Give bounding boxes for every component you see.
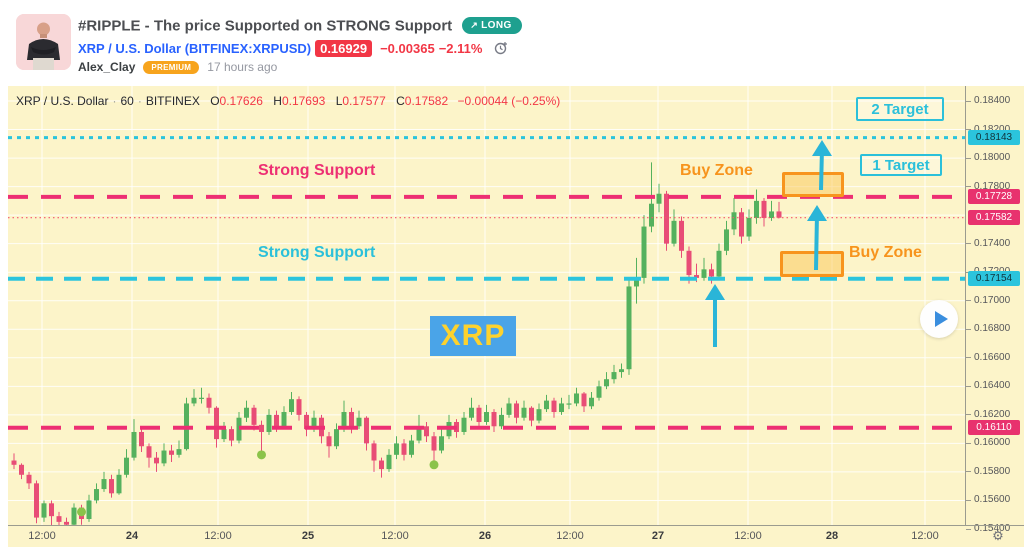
price-axis-badge: 0.16110 — [968, 420, 1020, 436]
time-tick-label: 12:00 — [28, 530, 56, 542]
chart-plot[interactable]: XRP / U.S. Dollar · 60 · BITFINEX O0.17626 H… — [8, 86, 965, 525]
price-tick-label: 0.16000 — [965, 437, 1011, 449]
long-direction-badge[interactable]: ↗ LONG — [462, 17, 522, 35]
up-arrow-buyzone-lower — [807, 205, 827, 271]
buy-zone-rect-lower — [780, 251, 844, 277]
price-tick-label: 0.18400 — [965, 95, 1011, 106]
avatar-image — [16, 14, 71, 70]
price-axis-badge: 0.18143 — [968, 130, 1020, 146]
trend-up-arrow-icon: ↗ — [470, 20, 479, 31]
price-tick-label: 0.17000 — [965, 294, 1011, 306]
buy-zone-upper-label: Buy Zone — [680, 162, 753, 179]
legend-interval: 60 — [120, 94, 134, 108]
legend-open: 0.17626 — [219, 94, 263, 108]
candlestick-canvas[interactable] — [8, 86, 965, 525]
author-link[interactable]: Alex_Clay — [78, 60, 136, 74]
time-tick-label: 24 — [125, 530, 139, 542]
price-tick-label: 0.16200 — [965, 408, 1011, 420]
time-tick-label: 25 — [301, 530, 315, 542]
legend-high: 0.17693 — [281, 94, 326, 108]
price-axis-badge: 0.17582 — [968, 210, 1020, 226]
symbol-watermark: XRP — [430, 316, 516, 356]
play-button[interactable] — [920, 300, 958, 338]
price-tick-label: 0.17800 — [965, 180, 1011, 192]
time-tick-label: 28 — [825, 530, 839, 542]
legend-exchange: BITFINEX — [145, 94, 200, 108]
time-tick-label: 12:00 — [556, 530, 584, 542]
time-tick-label: 27 — [651, 530, 665, 542]
idea-header: #RIPPLE - The price Supported on STRONG … — [0, 0, 1024, 86]
legend-change: −0.00044 (−0.25%) — [457, 94, 561, 108]
time-tick-label: 12:00 — [911, 530, 939, 542]
ohlc-legend: XRP / U.S. Dollar · 60 · BITFINEX O0.17626 H… — [16, 94, 561, 108]
price-tick-label: 0.17400 — [965, 237, 1011, 249]
price-tick-label: 0.16600 — [965, 351, 1011, 363]
up-arrow-buyzone-upper — [812, 140, 832, 191]
price-axis-badge: 0.17154 — [968, 271, 1020, 287]
chart-area: XRP / U.S. Dollar · 60 · BITFINEX O0.17626 H… — [8, 86, 1024, 547]
gear-icon[interactable]: ⚙ — [992, 528, 1004, 543]
price-tick-label: 0.18200 — [965, 123, 1011, 135]
price-tick-label: 0.15400 — [965, 523, 1011, 534]
change-percent: −2.11% — [438, 41, 483, 56]
price-tick-label: 0.15800 — [965, 465, 1011, 477]
price-axis-badge: 0.17728 — [968, 189, 1020, 205]
idea-title: #RIPPLE - The price Supported on STRONG … — [78, 17, 453, 35]
legend-low: 0.17577 — [342, 94, 386, 108]
target-1-box: 1 Target — [860, 154, 942, 176]
price-tick-label: 0.15600 — [965, 494, 1011, 506]
buy-zone-rect-upper — [782, 172, 844, 197]
play-icon — [935, 311, 948, 327]
long-badge-label: LONG — [481, 20, 512, 32]
price-tick-label: 0.18000 — [965, 152, 1011, 164]
avatar[interactable] — [16, 14, 71, 70]
strong-support-upper-label: Strong Support — [258, 162, 376, 179]
buy-zone-lower-label: Buy Zone — [849, 244, 922, 261]
price-tick-label: 0.16400 — [965, 380, 1011, 392]
time-tick-label: 12:00 — [381, 530, 409, 542]
price-tick-label: 0.16800 — [965, 323, 1011, 335]
time-tick-label: 12:00 — [734, 530, 762, 542]
strong-support-lower-label: Strong Support — [258, 244, 376, 261]
time-axis[interactable]: ⚙ 12:00 24 12:00 25 12:00 26 12:00 27 12:00 28 12:… — [8, 525, 1024, 547]
legend-pair: XRP / U.S. Dollar — [16, 94, 109, 108]
legend-close: 0.17582 — [404, 94, 449, 108]
premium-badge: PREMIUM — [143, 61, 200, 74]
up-arrows-overlay — [705, 140, 832, 347]
posted-time: 17 hours ago — [207, 60, 278, 74]
time-tick-label: 12:00 — [204, 530, 232, 542]
exchange-symbol-link[interactable]: (BITFINEX:XRPUSD) — [184, 41, 312, 56]
target-2-box: 2 Target — [856, 97, 944, 121]
last-price-badge: 0.16929 — [315, 40, 373, 57]
time-tick-label: 26 — [478, 530, 492, 542]
add-alert-icon[interactable] — [494, 41, 508, 58]
symbol-link[interactable]: XRP / U.S. Dollar — [78, 41, 182, 56]
change-absolute: −0.00365 — [380, 41, 435, 56]
up-arrow-dip — [705, 284, 725, 347]
price-axis[interactable]: 0.184000.182000.180000.178000.174000.172… — [965, 86, 1024, 534]
